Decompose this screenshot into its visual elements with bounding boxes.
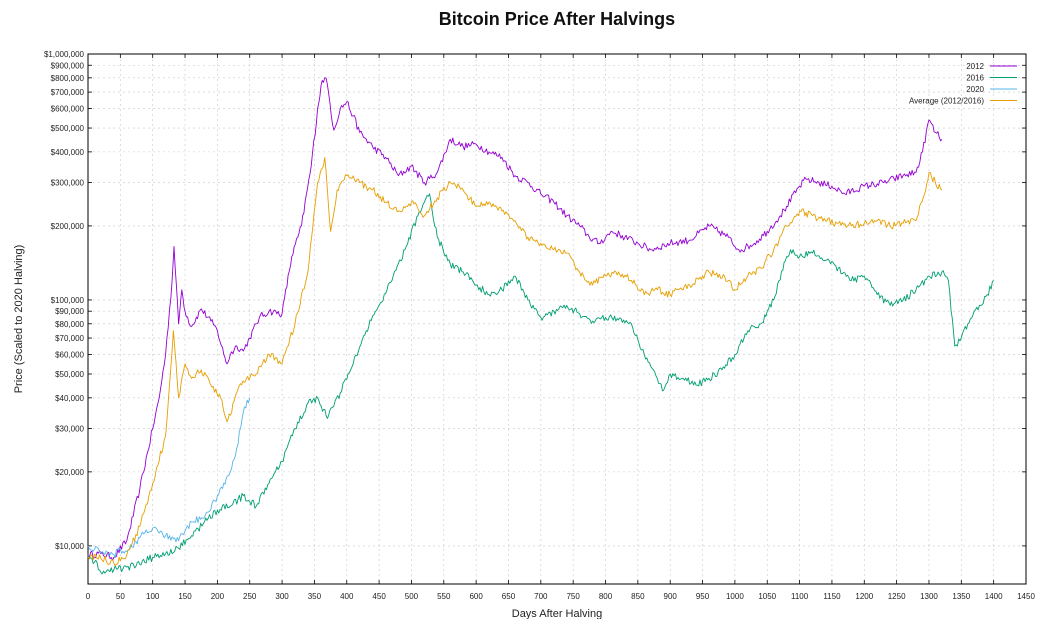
series-line-0 xyxy=(87,77,943,561)
series-line-2 xyxy=(87,397,251,558)
chart-title: Bitcoin Price After Halvings xyxy=(439,9,675,29)
y-tick-label: $900,000 xyxy=(51,61,85,70)
series-layer xyxy=(87,77,994,575)
y-tick-label: $50,000 xyxy=(55,370,84,379)
y-tick-label: $90,000 xyxy=(55,307,84,316)
y-tick-label: $100,000 xyxy=(51,296,85,305)
x-tick-label: 1350 xyxy=(952,592,970,601)
chart-legend: 2012 2016 2020 Average (2012/2016) xyxy=(909,62,1017,106)
x-tick-label: 1300 xyxy=(920,592,938,601)
x-tick-label: 100 xyxy=(146,592,160,601)
x-tick-label: 50 xyxy=(116,592,125,601)
grid-layer xyxy=(88,54,1026,584)
x-tick-label: 0 xyxy=(86,592,91,601)
y-tick-label: $700,000 xyxy=(51,88,85,97)
y-tick-label: $800,000 xyxy=(51,74,85,83)
x-tick-label: 950 xyxy=(696,592,710,601)
legend-label: 2012 xyxy=(966,62,984,71)
legend-label: 2016 xyxy=(966,74,984,83)
y-axis-label: Price (Scaled to 2020 Halving) xyxy=(13,245,25,394)
x-tick-label: 700 xyxy=(534,592,548,601)
x-tick-label: 300 xyxy=(275,592,289,601)
x-tick-label: 1000 xyxy=(726,592,744,601)
series-line-1 xyxy=(87,193,994,575)
x-tick-label: 1250 xyxy=(888,592,906,601)
y-tick-label: $40,000 xyxy=(55,394,84,403)
y-tick-label: $80,000 xyxy=(55,320,84,329)
x-tick-label: 1100 xyxy=(791,592,809,601)
x-tick-label: 1450 xyxy=(1017,592,1035,601)
x-tick-label: 600 xyxy=(469,592,483,601)
legend-label: Average (2012/2016) xyxy=(909,97,984,106)
x-tick-label: 750 xyxy=(566,592,580,601)
plot-frame xyxy=(87,53,1027,585)
x-tick-label: 900 xyxy=(664,592,678,601)
x-tick-label: 450 xyxy=(372,592,386,601)
x-tick-label: 200 xyxy=(211,592,225,601)
x-tick-label: 500 xyxy=(405,592,419,601)
x-tick-label: 550 xyxy=(437,592,451,601)
x-tick-label: 1150 xyxy=(823,592,841,601)
y-tick-label: $200,000 xyxy=(51,222,85,231)
tick-layer: 0 50 100 150 200 250 300 350 400 450 500 550 600 650 7… xyxy=(44,50,1035,601)
y-tick-label: $60,000 xyxy=(55,351,84,360)
y-tick-label: $20,000 xyxy=(55,468,84,477)
x-tick-label: 1400 xyxy=(985,592,1003,601)
y-tick-label: $400,000 xyxy=(51,148,85,157)
y-tick-label: $10,000 xyxy=(55,542,84,551)
y-tick-label: $500,000 xyxy=(51,124,85,133)
series-line-3 xyxy=(87,156,943,567)
x-tick-label: 400 xyxy=(340,592,354,601)
x-tick-label: 650 xyxy=(502,592,516,601)
y-tick-label: $600,000 xyxy=(51,105,85,114)
y-tick-label: $70,000 xyxy=(55,334,84,343)
y-tick-label: $30,000 xyxy=(55,425,84,434)
x-tick-label: 250 xyxy=(243,592,257,601)
y-tick-label: $300,000 xyxy=(51,179,85,188)
x-tick-label: 850 xyxy=(631,592,645,601)
x-tick-label: 1050 xyxy=(758,592,776,601)
x-axis-label: Days After Halving xyxy=(512,608,602,619)
x-tick-label: 1200 xyxy=(855,592,873,601)
y-tick-label: $1,000,000 xyxy=(44,50,85,59)
x-tick-label: 800 xyxy=(599,592,613,601)
x-tick-label: 150 xyxy=(178,592,192,601)
x-tick-label: 350 xyxy=(308,592,322,601)
legend-label: 2020 xyxy=(966,85,984,94)
